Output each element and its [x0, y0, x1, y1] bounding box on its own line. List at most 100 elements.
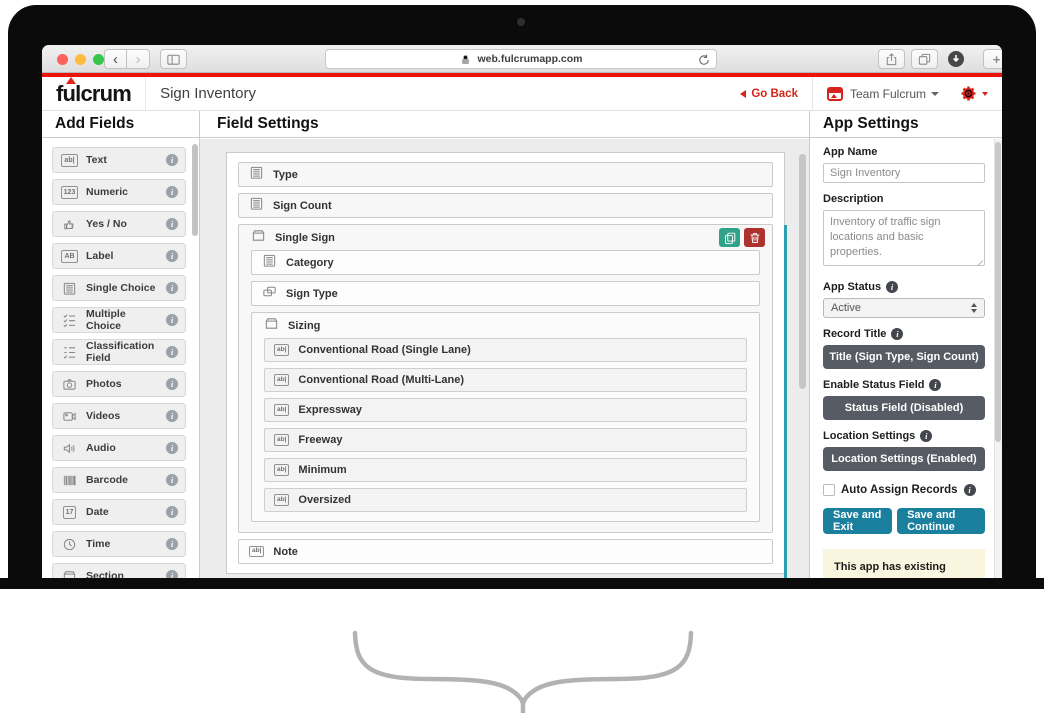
sidebar-item-label-field[interactable]: AB Label — [52, 243, 186, 269]
field-row[interactable]: ab| Conventional Road (Multi-Lane) — [264, 368, 747, 392]
section-sizing[interactable]: Sizing ab| Conventional Road (Single Lan… — [251, 312, 760, 522]
info-icon[interactable] — [166, 282, 178, 294]
brand-accent-bar — [42, 73, 1002, 77]
sidebar-item-barcode[interactable]: Barcode — [52, 467, 186, 493]
sidebar-item-text[interactable]: ab| Text — [52, 147, 186, 173]
go-back-link[interactable]: Go Back — [740, 88, 798, 100]
info-icon[interactable] — [891, 328, 904, 340]
info-icon[interactable] — [920, 430, 933, 442]
sidebar-item-photos[interactable]: Photos — [52, 371, 186, 397]
field-row-category[interactable]: Category — [251, 250, 760, 275]
field-row[interactable]: ab| Minimum — [264, 458, 747, 482]
text-field-icon: ab| — [274, 464, 290, 476]
form-scrollbar[interactable] — [799, 154, 806, 389]
fulcrum-logo[interactable]: fulcrum — [56, 76, 132, 107]
info-icon[interactable] — [166, 570, 178, 579]
app-status-value: Active — [831, 302, 861, 314]
reload-button[interactable] — [697, 53, 711, 70]
new-tab-button[interactable]: + — [983, 49, 1002, 69]
record-title-button[interactable]: Title (Sign Type, Sign Count) — [823, 345, 985, 369]
section-single-sign[interactable]: Single Sign Category — [238, 224, 773, 533]
duplicate-icon — [723, 231, 737, 245]
sidebar-item-yes-no[interactable]: Yes / No — [52, 211, 186, 237]
field-row[interactable]: ab| Freeway — [264, 428, 747, 452]
info-icon[interactable] — [166, 442, 178, 454]
field-row-sign-count[interactable]: Sign Count — [238, 193, 773, 218]
description-textarea[interactable]: Inventory of traffic sign locations and … — [823, 210, 985, 266]
trash-icon — [748, 231, 762, 245]
sidebar-item-classification[interactable]: Classification Field — [52, 339, 186, 365]
minimize-window-button[interactable] — [75, 54, 86, 65]
info-icon[interactable] — [929, 379, 942, 391]
duplicate-button[interactable] — [719, 228, 740, 247]
close-window-button[interactable] — [57, 54, 68, 65]
app-settings-scroll-track — [994, 139, 1002, 579]
app-name-input[interactable] — [823, 163, 985, 183]
section-header[interactable]: Sizing — [264, 313, 747, 338]
zoom-window-button[interactable] — [93, 54, 104, 65]
sidebar-item-label: Time — [86, 538, 111, 550]
sidebar-toggle-button[interactable] — [160, 49, 187, 69]
sidebar-item-audio[interactable]: Audio — [52, 435, 186, 461]
sidebar-item-numeric[interactable]: 123 Numeric — [52, 179, 186, 205]
sidebar-item-time[interactable]: Time — [52, 531, 186, 557]
notice-title: This app has existing data. — [834, 561, 946, 579]
field-row-note[interactable]: ab| Note — [238, 539, 773, 564]
single-choice-icon — [262, 253, 277, 273]
delete-button[interactable] — [744, 228, 765, 247]
sidebar-item-single-choice[interactable]: Single Choice — [52, 275, 186, 301]
field-row-type[interactable]: Type — [238, 162, 773, 187]
app-status-select[interactable]: Active — [823, 298, 985, 318]
back-button[interactable]: ‹ — [104, 49, 127, 69]
settings-menu[interactable] — [959, 84, 988, 103]
section-header[interactable]: Single Sign — [251, 225, 760, 250]
field-row[interactable]: ab| Conventional Road (Single Lane) — [264, 338, 747, 362]
info-icon[interactable] — [166, 250, 178, 262]
field-row-sign-type[interactable]: Sign Type — [251, 281, 760, 306]
field-row[interactable]: ab| Expressway — [264, 398, 747, 422]
downloads-button[interactable] — [947, 50, 965, 73]
info-icon[interactable] — [166, 218, 178, 230]
auto-assign-checkbox[interactable] — [823, 484, 835, 496]
monitor-frame: ‹ › web.fulcrumapp.com + fulcrum — [8, 5, 1036, 589]
field-label: Freeway — [298, 434, 343, 446]
form-builder-area: Type Sign Count Single Sign — [200, 139, 809, 579]
status-field-button[interactable]: Status Field (Disabled) — [823, 396, 985, 420]
single-choice-icon — [60, 281, 79, 296]
info-icon[interactable] — [886, 281, 899, 293]
sidebar-item-date[interactable]: 17 Date — [52, 499, 186, 525]
section-label: Sizing — [288, 319, 321, 332]
field-row[interactable]: ab| Oversized — [264, 488, 747, 512]
resize-handle-icon[interactable] — [975, 258, 983, 266]
sidebar-item-multiple-choice[interactable]: Multiple Choice — [52, 307, 186, 333]
location-settings-button[interactable]: Location Settings (Enabled) — [823, 447, 985, 471]
video-camera-icon — [60, 409, 79, 424]
info-icon[interactable] — [166, 506, 178, 518]
forward-button[interactable]: › — [127, 49, 150, 69]
sidebar-item-videos[interactable]: Videos — [52, 403, 186, 429]
sidebar-scrollbar[interactable] — [192, 144, 198, 236]
address-bar[interactable]: web.fulcrumapp.com — [325, 49, 717, 69]
share-button[interactable] — [878, 49, 905, 69]
save-actions: Save and Exit Save and Continue — [823, 508, 985, 534]
save-and-exit-button[interactable]: Save and Exit — [823, 508, 893, 534]
save-and-continue-button[interactable]: Save and Continue — [897, 508, 985, 534]
info-icon[interactable] — [166, 474, 178, 486]
info-icon[interactable] — [166, 378, 178, 390]
sidebar-item-label: Multiple Choice — [86, 308, 126, 332]
info-icon[interactable] — [166, 410, 178, 422]
tab-overview-button[interactable] — [911, 49, 938, 69]
team-badge-icon — [826, 86, 843, 101]
info-icon[interactable] — [166, 154, 178, 166]
info-icon[interactable] — [166, 314, 178, 326]
main-content: Add Fields ab| Text 123 Numeric — [42, 111, 1002, 579]
sidebar-item-section[interactable]: Section — [52, 563, 186, 579]
info-icon[interactable] — [166, 346, 178, 358]
team-menu[interactable]: Team Fulcrum — [849, 86, 926, 101]
info-icon[interactable] — [963, 484, 976, 496]
field-type-list: ab| Text 123 Numeric Yes / No — [42, 138, 199, 579]
info-icon[interactable] — [166, 186, 178, 198]
app-settings-scrollbar[interactable] — [995, 142, 1001, 442]
sidebar-item-label: Barcode — [86, 474, 129, 486]
info-icon[interactable] — [166, 538, 178, 550]
